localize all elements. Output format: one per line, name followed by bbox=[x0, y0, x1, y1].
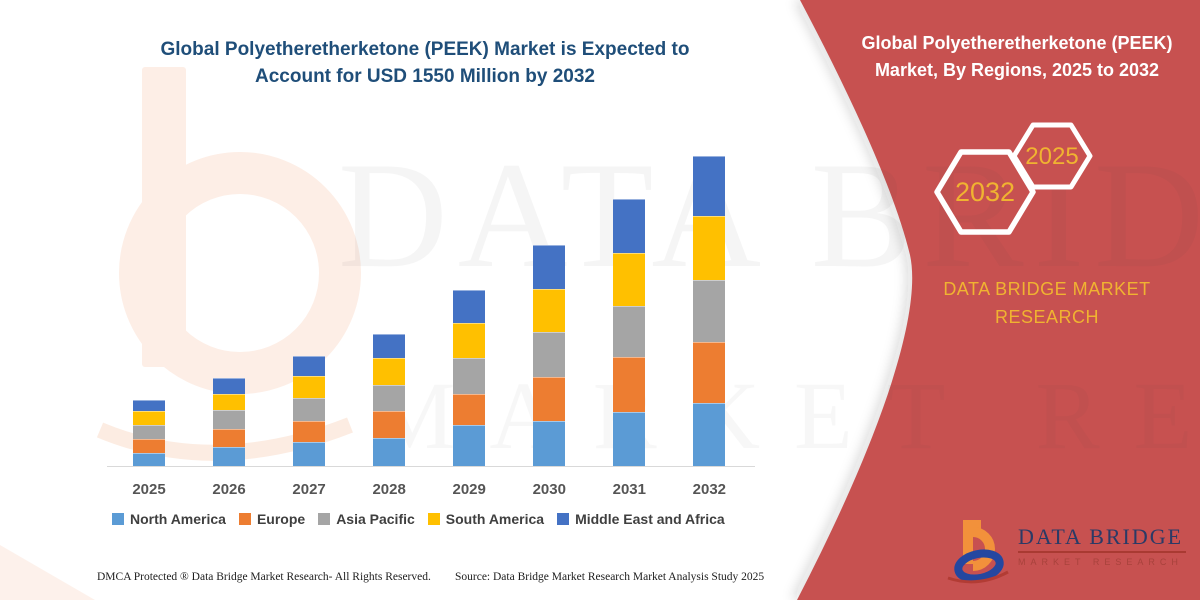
legend-label: Europe bbox=[256, 511, 306, 527]
bar-segment-asia-pacific bbox=[213, 409, 246, 429]
dmca-notice: DMCA Protected ® Data Bridge Market Rese… bbox=[97, 571, 431, 583]
legend-swatch-icon bbox=[427, 513, 440, 525]
bar-segment-south-america bbox=[613, 253, 646, 306]
bar-segment-south-america bbox=[693, 216, 726, 280]
source-note: Source: Data Bridge Market Research Mark… bbox=[455, 571, 765, 583]
hexagon-2025-label: 2025 bbox=[1025, 143, 1078, 170]
bar-segment-asia-pacific bbox=[453, 358, 486, 394]
bar-segment-asia-pacific bbox=[613, 306, 646, 358]
bar-segment-asia-pacific bbox=[693, 280, 726, 342]
bar-segment-north-america bbox=[693, 403, 726, 466]
bar-segment-middle-east-and-africa bbox=[293, 355, 326, 377]
bar-segment-europe bbox=[533, 377, 566, 422]
bar-segment-north-america bbox=[453, 424, 486, 466]
bar-segment-south-america bbox=[453, 322, 486, 358]
bar-segment-middle-east-and-africa bbox=[533, 245, 566, 290]
x-axis-label-2030: 2030 bbox=[532, 481, 566, 498]
x-axis-label-2027: 2027 bbox=[292, 481, 326, 498]
logo-name: DATA BRIDGE bbox=[1018, 524, 1184, 549]
bar-segment-europe bbox=[213, 428, 246, 447]
bar-segment-south-america bbox=[293, 376, 326, 398]
panel-background bbox=[797, 0, 1200, 600]
x-axis-label-2031: 2031 bbox=[612, 481, 646, 498]
watermark-b-icon bbox=[0, 67, 361, 600]
bar-segment-north-america bbox=[293, 441, 326, 466]
bar-segment-south-america bbox=[213, 393, 246, 410]
bar-segment-north-america bbox=[373, 437, 406, 466]
panel-title-line1: Global Polyetheretherketone (PEEK) bbox=[861, 33, 1173, 53]
x-axis-line bbox=[107, 466, 755, 467]
legend-item-south-america: South America bbox=[427, 511, 545, 527]
legend-swatch-icon bbox=[557, 513, 570, 525]
brand-text-line2: RESEARCH bbox=[994, 307, 1100, 327]
bar-segment-asia-pacific bbox=[533, 332, 566, 378]
bar-segment-europe bbox=[133, 439, 165, 454]
x-axis-label-2029: 2029 bbox=[452, 481, 486, 498]
bar-segment-south-america bbox=[133, 411, 165, 426]
panel-edge-shadow bbox=[792, 0, 918, 600]
legend-label: Middle East and Africa bbox=[575, 511, 725, 527]
bar-segment-middle-east-and-africa bbox=[373, 333, 406, 358]
chart-legend: North America Europe Asia Pacific South Ame… bbox=[112, 511, 738, 527]
legend-swatch-icon bbox=[112, 513, 124, 525]
hexagon-2025-icon: 2025 bbox=[1011, 122, 1093, 190]
legend-swatch-icon bbox=[318, 513, 331, 525]
logo-rule bbox=[1018, 551, 1186, 553]
chart-title-line2: Account for USD 1550 Million by 2032 bbox=[255, 66, 595, 87]
bar-segment-middle-east-and-africa bbox=[133, 400, 165, 411]
bar-segment-middle-east-and-africa bbox=[213, 377, 246, 394]
bar-segment-europe bbox=[293, 421, 326, 442]
bar-segment-north-america bbox=[213, 446, 246, 466]
data-bridge-logo-icon bbox=[947, 520, 1009, 584]
stacked-bar-plot: 2025 2026 2027 2028 2029 2030 2031 2032 bbox=[132, 156, 727, 498]
legend-item-middle-east-and-africa: Middle East and Africa bbox=[557, 511, 725, 527]
legend-item-north-america: North America bbox=[112, 511, 226, 527]
hexagon-2032-label: 2032 bbox=[955, 177, 1015, 207]
panel-title-line2: Market, By Regions, 2025 to 2032 bbox=[874, 60, 1160, 80]
bar-segment-south-america bbox=[373, 358, 406, 385]
bar-segment-north-america bbox=[613, 412, 646, 466]
bar-segment-south-america bbox=[533, 289, 566, 333]
data-bridge-logo: DATA BRIDGE MARKET RESEARCH bbox=[946, 514, 1200, 594]
bar-segment-asia-pacific bbox=[133, 425, 165, 440]
logo-subtitle: MARKET RESEARCH bbox=[1018, 557, 1183, 567]
legend-label: South America bbox=[445, 511, 545, 527]
bar-segment-middle-east-and-africa bbox=[693, 156, 726, 217]
bar-segment-middle-east-and-africa bbox=[453, 290, 486, 323]
chart-title-line1: Global Polyetheretherketone (PEEK) Marke… bbox=[160, 39, 690, 60]
bar-segment-middle-east-and-africa bbox=[613, 199, 646, 253]
legend-label: North America bbox=[130, 511, 226, 527]
logo-text-block: DATA BRIDGE MARKET RESEARCH bbox=[1018, 524, 1198, 567]
x-axis-label-2032: 2032 bbox=[692, 481, 727, 498]
legend-item-asia-pacific: Asia Pacific bbox=[318, 511, 415, 527]
bar-segment-europe bbox=[453, 393, 486, 425]
panel-title: Global Polyetheretherketone (PEEK) Marke… bbox=[838, 30, 1196, 84]
x-axis-label-2025: 2025 bbox=[132, 481, 166, 498]
hexagon-2032-icon: 2032 bbox=[934, 149, 1036, 235]
brand-text-line1: DATA BRIDGE MARKET bbox=[943, 279, 1151, 299]
x-axis-label-2028: 2028 bbox=[372, 481, 406, 498]
legend-label: Asia Pacific bbox=[336, 511, 415, 527]
bar-segment-asia-pacific bbox=[373, 384, 406, 412]
x-axis-label-2026: 2026 bbox=[212, 481, 246, 498]
brand-text: DATA BRIDGE MARKET RESEARCH bbox=[897, 275, 1197, 331]
bar-segment-europe bbox=[693, 341, 726, 403]
bar-segment-europe bbox=[613, 357, 646, 412]
bar-segment-north-america bbox=[533, 421, 566, 466]
bar-segment-asia-pacific bbox=[293, 398, 326, 422]
bar-segment-europe bbox=[373, 411, 406, 438]
bar-segment-north-america bbox=[133, 453, 165, 466]
chart-title: Global Polyetheretherketone (PEEK) Marke… bbox=[120, 36, 730, 90]
legend-swatch-icon bbox=[238, 513, 251, 525]
legend-item-europe: Europe bbox=[238, 511, 306, 527]
